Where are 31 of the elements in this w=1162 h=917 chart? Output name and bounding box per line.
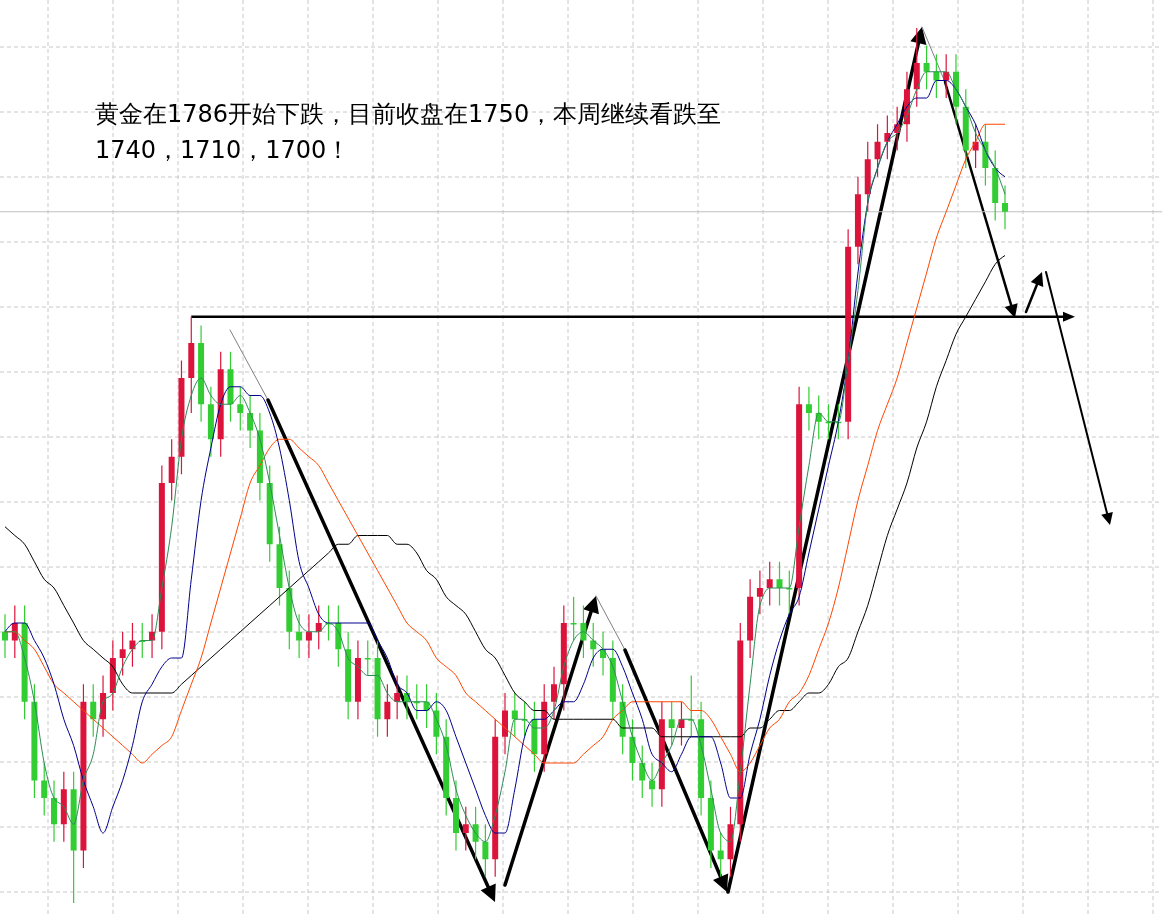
candlestick [639, 744, 646, 799]
candlestick [786, 569, 793, 615]
candlestick [384, 683, 391, 738]
candlestick [472, 806, 479, 860]
candlestick [90, 683, 97, 738]
candlestick [668, 701, 675, 747]
candlestick [247, 394, 254, 449]
candlestick [933, 53, 940, 99]
candlestick [2, 613, 8, 659]
candlestick [482, 823, 489, 878]
candlestick [766, 561, 773, 607]
candlestick [511, 692, 518, 738]
candlestick [923, 44, 930, 90]
candlestick [237, 386, 244, 432]
candlestick [551, 666, 558, 720]
candlestick [874, 123, 881, 178]
candlestick [296, 613, 303, 659]
candlestick [462, 806, 469, 852]
candlestick [305, 613, 312, 659]
candlestick [805, 386, 812, 432]
candlestick [580, 604, 587, 659]
candlestick [119, 631, 126, 677]
candlestick [394, 674, 401, 720]
candlestick [364, 639, 371, 677]
candlestick [570, 596, 577, 642]
candlestick [756, 569, 763, 615]
annotation: 黄金在1786开始下跌，目前收盘在1750，本周继续看跌至1740，1710，1700！ [95, 99, 723, 166]
candlestick [649, 762, 656, 808]
candlestick [1002, 184, 1008, 230]
candlestick [717, 832, 724, 878]
candlestick [776, 561, 783, 607]
